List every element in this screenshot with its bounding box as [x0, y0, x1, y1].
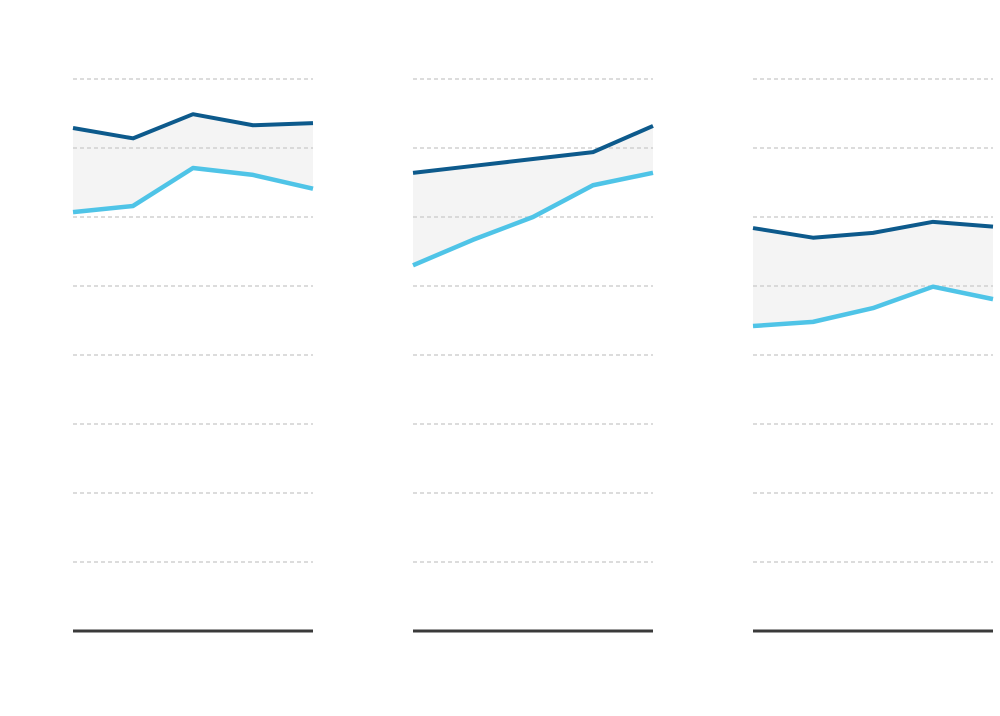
- band-area: [73, 114, 313, 213]
- lower-series-line: [412, 170, 654, 268]
- gridlines: [73, 78, 313, 563]
- lower-series-line: [72, 165, 314, 215]
- upper-series-line: [412, 124, 654, 175]
- panel-2-svg: [412, 78, 654, 633]
- chart-panel-2: [412, 0, 654, 660]
- chart-panel-3: [752, 0, 994, 660]
- band-area: [753, 221, 993, 327]
- panel-3-svg: [752, 78, 994, 633]
- chart-panel-1: [72, 0, 314, 660]
- panel-1-svg: [72, 78, 314, 633]
- upper-series-line: [752, 219, 994, 240]
- gridlines: [413, 78, 653, 563]
- gridlines: [753, 78, 993, 563]
- lower-series-line: [752, 284, 994, 329]
- band-area: [413, 125, 653, 266]
- upper-series-line: [72, 112, 314, 141]
